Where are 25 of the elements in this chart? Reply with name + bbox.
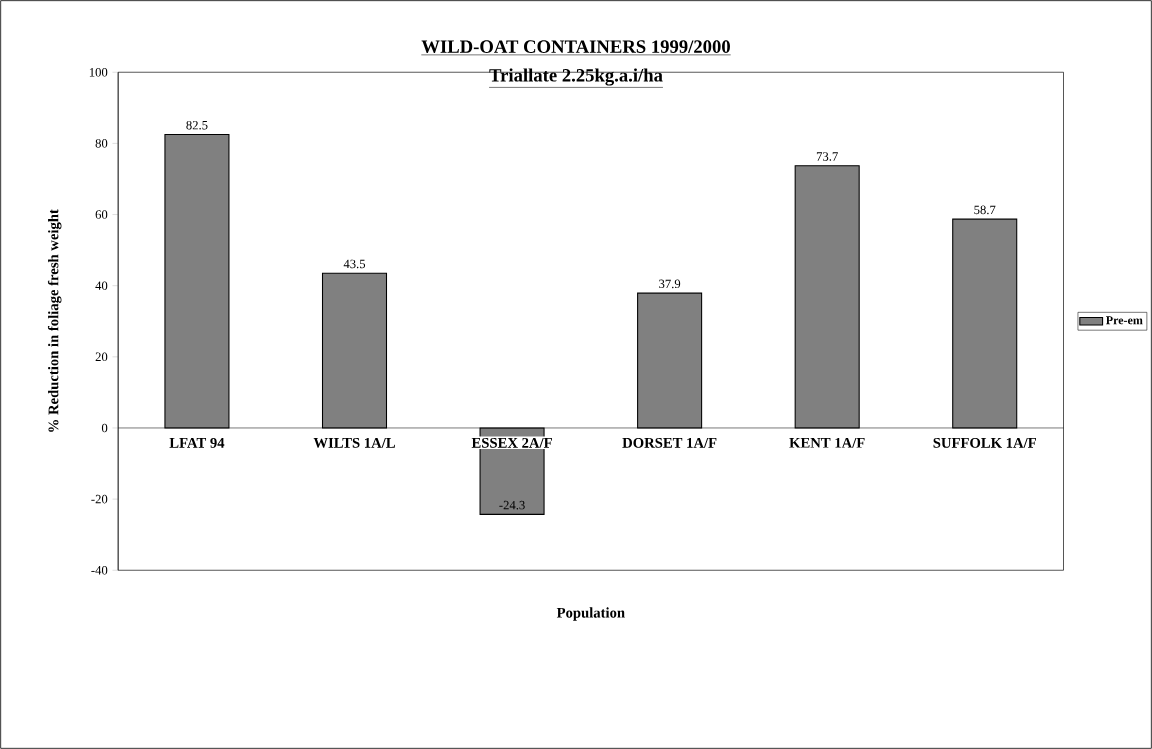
- y-tick-label: 100: [89, 67, 108, 77]
- data-label: 82.5: [186, 120, 208, 130]
- data-label: 37.9: [659, 279, 681, 289]
- data-label: 43.5: [343, 259, 366, 269]
- x-tick-label: KENT 1A/F: [789, 437, 865, 448]
- data-label: -24.3: [499, 500, 525, 510]
- y-tick-label: 60: [95, 210, 108, 219]
- data-label: 73.7: [816, 152, 838, 161]
- y-tick-label: 20: [95, 352, 108, 362]
- x-axis-title: Population: [556, 607, 625, 621]
- y-tick-label: 80: [95, 139, 108, 148]
- x-tick-label: DORSET 1A/F: [622, 437, 717, 448]
- y-tick-label: 0: [101, 423, 108, 433]
- x-tick-label: SUFFOLK 1A/F: [933, 437, 1036, 448]
- y-tick-label: -20: [91, 494, 108, 504]
- data-label: 58.7: [974, 205, 996, 215]
- legend-label: Pre-em: [1105, 316, 1143, 325]
- y-tick-label: -40: [91, 565, 108, 575]
- chart-subtitle: Triallate 2.25kg.a.i/ha: [489, 68, 663, 86]
- chart-title: WILD-OAT CONTAINERS 1999/2000: [421, 40, 730, 54]
- y-axis-title: % Reduction in foliage fresh weight: [47, 209, 62, 432]
- y-tick-label: 40: [95, 281, 108, 290]
- x-tick-label: WILTS 1A/L: [313, 437, 395, 448]
- x-tick-label: ESSEX 2A/F: [471, 437, 552, 448]
- x-tick-label: LFAT 94: [169, 437, 225, 448]
